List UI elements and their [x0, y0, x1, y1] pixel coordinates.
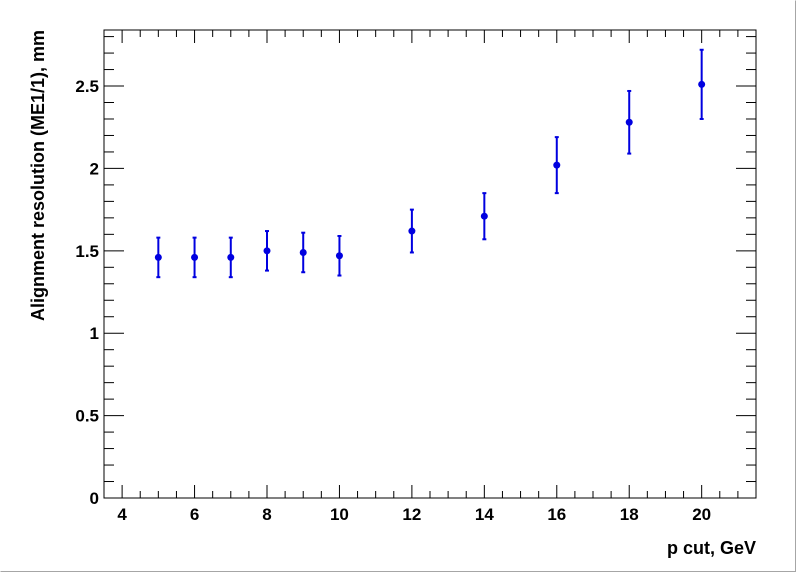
- x-tick-label: 10: [330, 505, 349, 524]
- x-tick-label: 8: [262, 505, 271, 524]
- y-tick-label: 2.5: [75, 77, 99, 96]
- y-tick-label: 1: [90, 324, 99, 343]
- x-tick-label: 4: [117, 505, 127, 524]
- x-tick-label: 6: [190, 505, 199, 524]
- data-point: [553, 136, 561, 195]
- x-axis-label: p cut, GeV: [667, 538, 756, 558]
- data-point: [408, 208, 416, 254]
- data-point: [191, 236, 199, 279]
- data-marker: [299, 248, 307, 256]
- y-tick-label: 0.5: [75, 407, 99, 426]
- x-tick-label: 20: [692, 505, 711, 524]
- x-tick-label: 18: [620, 505, 639, 524]
- data-point: [335, 234, 343, 277]
- x-tick-label: 12: [402, 505, 421, 524]
- data-marker: [625, 118, 633, 126]
- y-tick-label: 1.5: [75, 242, 99, 261]
- data-point: [299, 231, 307, 274]
- data-point: [154, 236, 162, 279]
- data-points: [154, 48, 706, 279]
- data-point: [698, 48, 706, 120]
- x-axis-ticks: 4 6 8 10 12 14 16 18 20: [103, 30, 757, 524]
- data-point: [480, 192, 488, 241]
- data-point: [625, 89, 633, 155]
- data-marker: [263, 247, 271, 255]
- data-marker: [553, 161, 561, 169]
- data-marker: [154, 253, 162, 261]
- data-point: [227, 236, 235, 279]
- y-tick-label: 0: [90, 489, 99, 508]
- y-axis-label: Alignment resolution (ME1/1), mm: [28, 30, 48, 321]
- y-axis-ticks: 0 0.5 1 1.5 2 2.5: [75, 36, 756, 508]
- data-marker: [408, 227, 416, 235]
- y-tick-label: 2: [90, 159, 99, 178]
- data-marker: [480, 212, 488, 220]
- data-marker: [698, 80, 706, 88]
- data-marker: [335, 252, 343, 260]
- plot-border: [103, 29, 757, 499]
- data-point: [263, 230, 271, 272]
- data-marker: [227, 253, 235, 261]
- plot-frame: [103, 29, 757, 499]
- x-tick-label: 14: [475, 505, 494, 524]
- x-tick-label: 16: [547, 505, 566, 524]
- data-marker: [191, 253, 199, 261]
